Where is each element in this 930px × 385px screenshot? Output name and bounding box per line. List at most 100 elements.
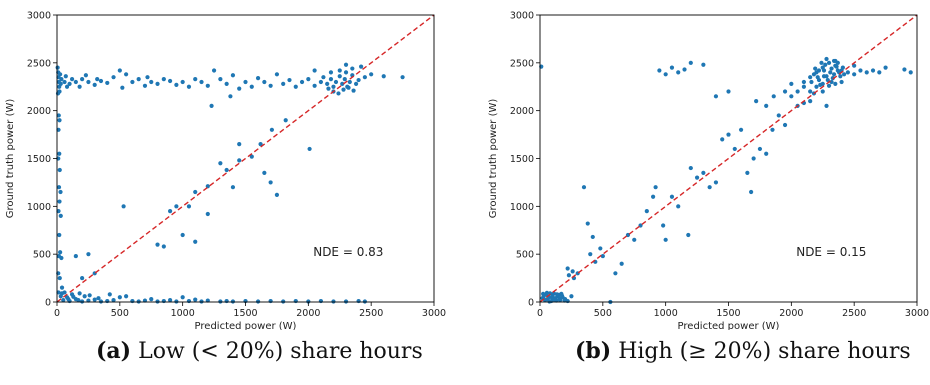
data-point — [76, 297, 81, 303]
data-point — [168, 209, 173, 214]
data-point — [283, 118, 288, 123]
data-point — [726, 89, 731, 94]
data-point — [86, 79, 91, 85]
data-point — [789, 81, 794, 86]
data-point — [720, 137, 725, 142]
data-point — [359, 64, 364, 69]
data-point — [864, 70, 869, 75]
data-point — [56, 185, 62, 190]
data-point — [845, 70, 850, 75]
data-point — [130, 298, 135, 304]
data-point — [686, 232, 691, 238]
data-point — [400, 75, 405, 80]
data-point — [274, 192, 280, 197]
data-point — [228, 94, 233, 99]
data-point — [281, 81, 286, 86]
data-point — [168, 78, 173, 84]
x-tick-label: 1500 — [233, 308, 257, 319]
data-point — [902, 67, 907, 72]
data-point — [369, 72, 374, 77]
data-point — [815, 75, 820, 80]
data-point — [801, 84, 807, 89]
data-point — [80, 77, 85, 82]
data-point — [209, 103, 214, 108]
data-point — [829, 79, 834, 85]
y-tick-label: 0 — [45, 298, 51, 309]
data-point — [381, 74, 386, 79]
data-point — [58, 213, 63, 218]
data-point — [57, 167, 62, 173]
data-point — [818, 82, 823, 87]
data-point — [73, 253, 78, 259]
data-point — [776, 113, 781, 118]
data-point — [255, 299, 261, 304]
data-point — [829, 66, 834, 71]
data-point — [180, 232, 185, 238]
data-point — [795, 89, 800, 94]
data-point — [142, 83, 148, 88]
data-point — [870, 68, 876, 73]
data-point — [757, 146, 763, 152]
data-point — [57, 232, 62, 238]
data-point — [745, 170, 750, 175]
data-point — [824, 56, 829, 62]
data-point — [842, 72, 847, 77]
data-point — [230, 73, 236, 78]
data-point — [570, 269, 575, 274]
y-tick-label: 3000 — [27, 11, 51, 22]
data-point — [751, 156, 756, 161]
data-point — [111, 75, 116, 80]
data-point — [62, 79, 67, 85]
data-point — [287, 77, 292, 83]
data-point — [657, 68, 662, 73]
data-point — [826, 83, 832, 88]
x-tick-label: 3000 — [422, 308, 446, 319]
data-point — [831, 72, 837, 77]
data-point — [544, 290, 550, 296]
data-point — [337, 74, 342, 79]
data-point — [825, 77, 830, 83]
data-point — [205, 83, 210, 88]
data-point — [840, 65, 845, 70]
data-point — [180, 79, 185, 85]
data-point — [831, 58, 837, 64]
data-point — [321, 75, 326, 80]
data-point — [590, 234, 595, 240]
data-point — [249, 154, 254, 159]
data-point — [347, 79, 352, 85]
data-point — [356, 77, 361, 83]
data-point — [56, 113, 61, 118]
data-point — [619, 261, 624, 266]
data-point — [105, 80, 110, 86]
data-point — [782, 89, 788, 94]
data-point — [186, 204, 192, 209]
data-point — [782, 122, 788, 128]
data-point — [258, 142, 263, 147]
data-point — [95, 77, 100, 82]
data-point — [80, 275, 85, 281]
data-point — [350, 66, 355, 71]
data-point — [56, 290, 61, 295]
data-point — [82, 294, 87, 299]
data-point — [566, 273, 572, 278]
data-point — [325, 81, 330, 86]
data-point — [333, 79, 339, 85]
identity-line — [539, 14, 918, 303]
data-point — [155, 299, 160, 304]
caption-a-text: Low (< 20%) share hours — [138, 339, 423, 364]
x-axis-label: Predicted power (W) — [195, 321, 297, 330]
data-point — [676, 70, 681, 75]
data-point — [694, 175, 700, 180]
data-point — [598, 246, 603, 251]
y-tick-label: 0 — [528, 298, 534, 309]
data-point — [299, 79, 305, 85]
data-point — [193, 297, 198, 302]
data-point — [307, 146, 312, 152]
data-point — [161, 298, 166, 304]
data-point — [312, 83, 317, 88]
scatter-panel-a: 0 500 1000 1500 2000 2500 3000 0 500 1000 1500 2000… — [5, 11, 446, 331]
data-point — [161, 244, 166, 249]
data-point — [96, 296, 101, 301]
data-point — [71, 294, 76, 299]
data-point — [651, 194, 656, 199]
